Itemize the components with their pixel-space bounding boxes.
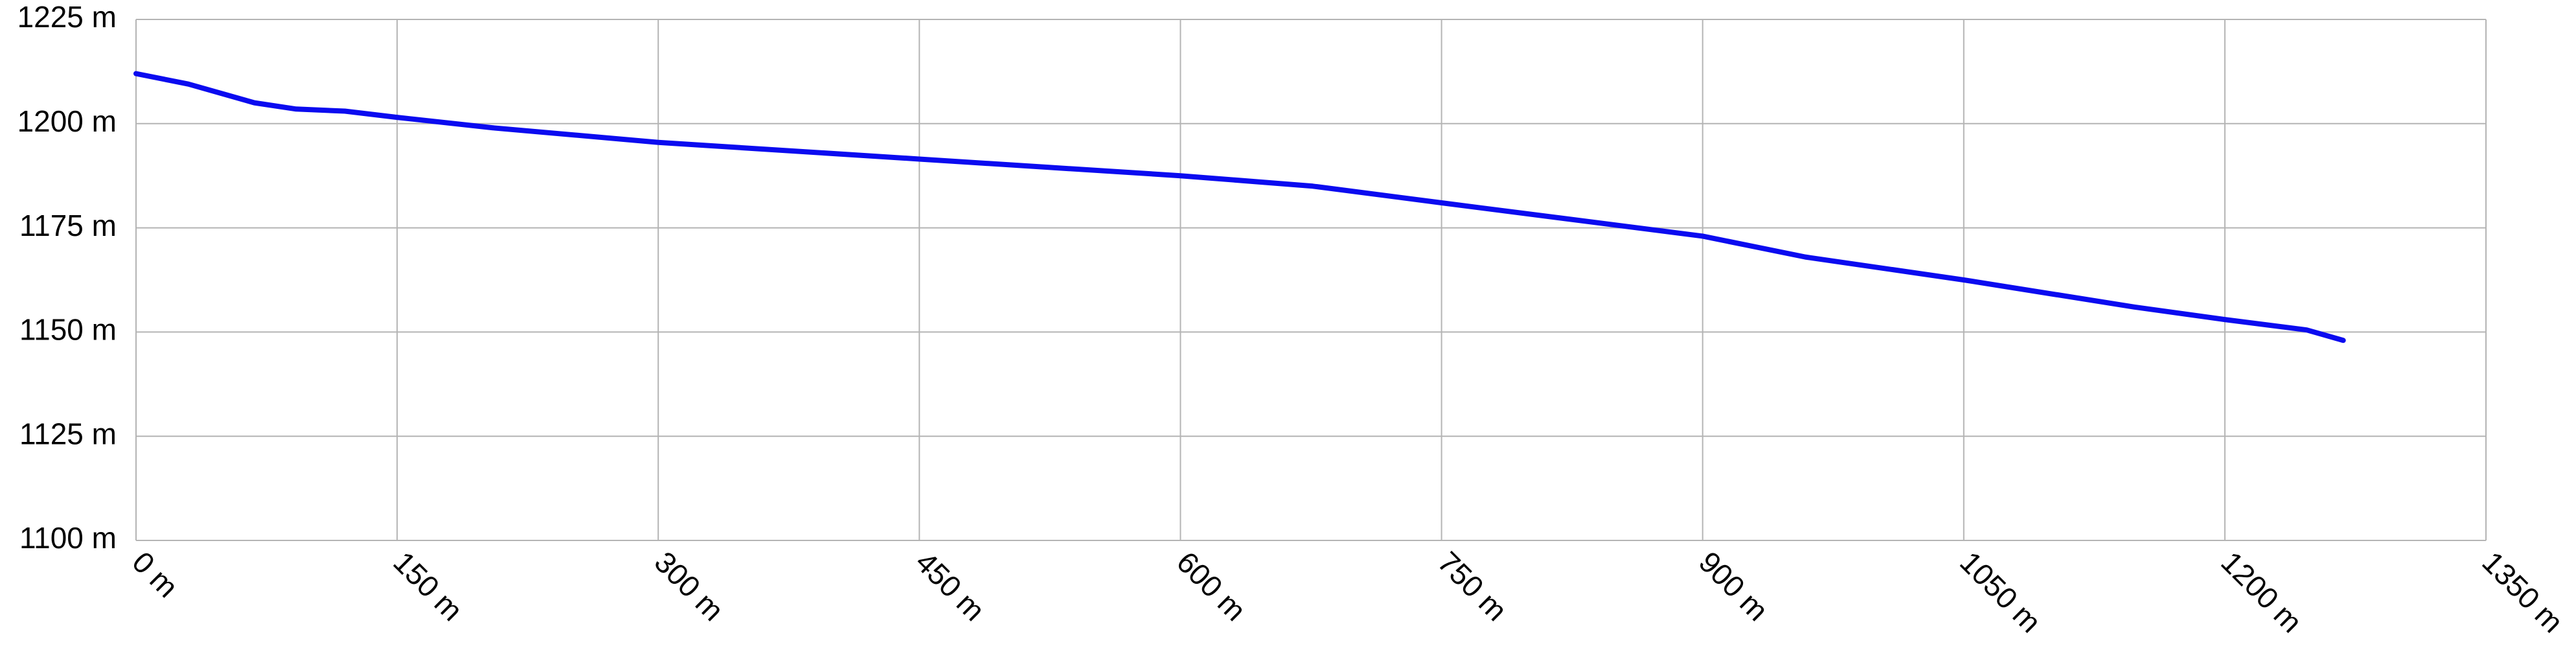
x-tick-label: 900 m — [1693, 545, 1775, 627]
x-tick-label: 1200 m — [2215, 545, 2308, 639]
y-tick-label: 1125 m — [19, 417, 117, 450]
x-tick-label: 1050 m — [1954, 545, 2047, 639]
x-tick-label: 1350 m — [2476, 545, 2570, 639]
y-tick-label: 1200 m — [17, 104, 117, 138]
elevation-line — [133, 71, 2346, 343]
y-tick-label: 1150 m — [19, 313, 117, 347]
x-tick-label: 0 m — [126, 545, 185, 604]
y-tick-label: 1175 m — [19, 209, 117, 242]
x-tick-label: 600 m — [1170, 545, 1253, 627]
y-tick-label: 1100 m — [19, 521, 117, 555]
y-tick-label: 1225 m — [17, 0, 117, 34]
x-tick-label: 150 m — [387, 545, 469, 627]
x-tick-label: 750 m — [1431, 545, 1514, 627]
x-tick-label: 300 m — [648, 545, 731, 627]
x-tick-label: 450 m — [909, 545, 992, 627]
